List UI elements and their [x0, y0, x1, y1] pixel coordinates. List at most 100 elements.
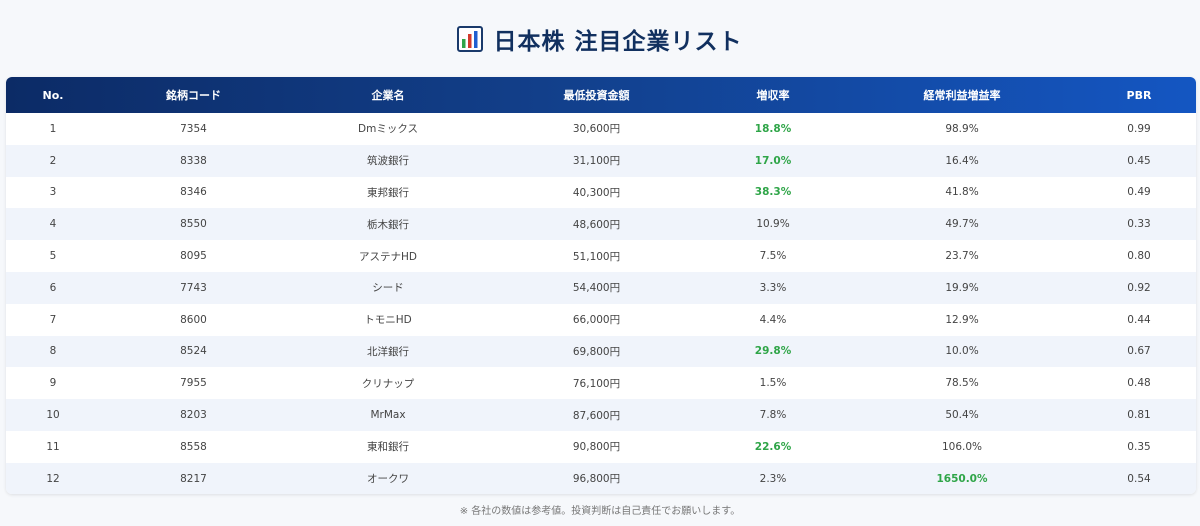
cell-code: 8550 [180, 218, 207, 231]
cell-no: 5 [49, 250, 57, 263]
header-code: 銘柄コード [166, 89, 221, 102]
cell-company: クリナップ [361, 377, 415, 390]
cell-code: 8217 [180, 472, 207, 485]
header-row: No. 銘柄コード 企業名 最低投資金額 増収率 経常利益増益率 PBR [6, 77, 1196, 113]
table-row: 4 8550 栃木銀行 48,600円 10.9% 49.7% 0.33 [6, 208, 1196, 241]
cell-pbr: 0.99 [1127, 122, 1151, 135]
header-no: No. [42, 88, 64, 102]
cell-min-invest: 90,800円 [572, 441, 621, 454]
cell-company: Dmミックス [358, 123, 418, 136]
cell-profit-growth: 12.9% [945, 313, 979, 326]
cell-company: 東邦銀行 [367, 186, 409, 199]
cell-pbr: 0.80 [1127, 250, 1151, 263]
cell-pbr: 0.45 [1127, 154, 1151, 167]
header-pbr: PBR [1126, 88, 1152, 102]
cell-no: 2 [49, 154, 57, 167]
cell-no: 9 [49, 377, 57, 390]
cell-profit-growth: 23.7% [945, 250, 979, 263]
cell-revenue-growth: 22.6% [754, 440, 792, 453]
cell-revenue-growth: 7.5% [759, 250, 787, 263]
cell-company: MrMax [370, 409, 406, 422]
table-row: 3 8346 東邦銀行 40,300円 38.3% 41.8% 0.49 [6, 176, 1196, 209]
cell-profit-growth: 49.7% [945, 218, 979, 231]
cell-profit-growth: 1650.0% [936, 472, 988, 485]
cell-no: 3 [49, 186, 57, 199]
cell-company: シード [372, 282, 404, 295]
cell-profit-growth: 19.9% [945, 281, 979, 294]
cell-no: 11 [46, 440, 60, 453]
header-min-invest: 最低投資金額 [563, 89, 630, 102]
cell-min-invest: 76,100円 [572, 377, 621, 390]
cell-pbr: 0.81 [1127, 409, 1151, 422]
cell-revenue-growth: 10.9% [756, 218, 790, 231]
table-row: 10 8203 MrMax 87,600円 7.8% 50.4% 0.81 [6, 399, 1196, 431]
cell-pbr: 0.67 [1127, 345, 1151, 358]
cell-code: 8600 [180, 313, 207, 326]
table-row: 9 7955 クリナップ 76,100円 1.5% 78.5% 0.48 [6, 367, 1196, 400]
cell-profit-growth: 41.8% [945, 186, 979, 199]
bar-chart-icon [457, 26, 484, 52]
cell-code: 7743 [180, 281, 207, 294]
table-row: 8 8524 北洋銀行 69,800円 29.8% 10.0% 0.67 [6, 335, 1196, 368]
table-row: 5 8095 アステナHD 51,100円 7.5% 23.7% 0.80 [6, 240, 1196, 272]
cell-min-invest: 96,800円 [572, 473, 621, 486]
cell-pbr: 0.44 [1127, 313, 1151, 326]
page-header: 日本株 注目企業リスト [0, 22, 1200, 56]
cell-min-invest: 31,100円 [572, 155, 621, 168]
cell-code: 8346 [180, 186, 207, 199]
cell-pbr: 0.49 [1127, 186, 1151, 199]
cell-min-invest: 54,400円 [572, 282, 621, 295]
table-header: No. 銘柄コード 企業名 最低投資金額 増収率 経常利益増益率 PBR [6, 77, 1196, 113]
cell-no: 10 [46, 409, 60, 422]
cell-min-invest: 30,600円 [572, 123, 621, 136]
cell-company: トモニHD [364, 314, 412, 327]
cell-code: 7955 [180, 377, 207, 390]
cell-pbr: 0.35 [1127, 440, 1151, 453]
cell-code: 8203 [180, 409, 207, 422]
header-company: 企業名 [371, 89, 405, 102]
footnote: ※ 各社の数値は参考値。投資判断は自己責任でお願いします。 [459, 506, 741, 517]
cell-min-invest: 48,600円 [572, 218, 621, 231]
cell-profit-growth: 78.5% [945, 377, 979, 390]
cell-revenue-growth: 1.5% [759, 377, 787, 390]
cell-revenue-growth: 29.8% [754, 345, 792, 358]
cell-code: 8095 [180, 250, 207, 263]
cell-min-invest: 69,800円 [572, 345, 621, 358]
cell-no: 4 [49, 218, 57, 231]
cell-profit-growth: 16.4% [945, 154, 979, 167]
cell-revenue-growth: 4.4% [759, 313, 787, 326]
cell-company: 筑波銀行 [367, 155, 409, 168]
cell-company: 東和銀行 [367, 441, 409, 454]
cell-company: オークワ [367, 473, 409, 486]
cell-pbr: 0.33 [1127, 218, 1151, 231]
table-row: 11 8558 東和銀行 90,800円 22.6% 106.0% 0.35 [6, 430, 1196, 463]
cell-company: 栃木銀行 [367, 218, 409, 231]
cell-code: 7354 [180, 122, 207, 135]
cell-profit-growth: 10.0% [945, 345, 979, 358]
stock-table: No. 銘柄コード 企業名 最低投資金額 増収率 経常利益増益率 PBR 1 73… [6, 77, 1196, 494]
cell-profit-growth: 50.4% [945, 409, 979, 422]
cell-min-invest: 87,600円 [572, 409, 621, 422]
cell-code: 8524 [180, 345, 207, 358]
cell-pbr: 0.92 [1127, 281, 1151, 294]
cell-profit-growth: 106.0% [941, 440, 983, 453]
stock-table-card: No. 銘柄コード 企業名 最低投資金額 増収率 経常利益増益率 PBR 1 73… [6, 77, 1196, 494]
header-revenue-growth: 増収率 [756, 89, 790, 102]
table-row: 1 7354 Dmミックス 30,600円 18.8% 98.9% 0.99 [6, 113, 1196, 145]
cell-min-invest: 51,100円 [572, 250, 621, 263]
cell-revenue-growth: 2.3% [759, 472, 787, 485]
cell-no: 8 [49, 345, 57, 358]
table-body: 1 7354 Dmミックス 30,600円 18.8% 98.9% 0.99 2 8338 筑波銀… [6, 113, 1196, 494]
table-row: 2 8338 筑波銀行 31,100円 17.0% 16.4% 0.45 [6, 144, 1196, 177]
cell-no: 12 [46, 472, 60, 485]
cell-company: アステナHD [359, 250, 417, 263]
table-row: 7 8600 トモニHD 66,000円 4.4% 12.9% 0.44 [6, 303, 1196, 336]
cell-no: 1 [49, 122, 57, 135]
cell-revenue-growth: 17.0% [754, 154, 792, 167]
cell-pbr: 0.54 [1127, 472, 1151, 485]
cell-company: 北洋銀行 [367, 345, 409, 358]
cell-code: 8338 [180, 154, 207, 167]
cell-code: 8558 [180, 440, 207, 453]
page-title: 日本株 注目企業リスト [493, 29, 743, 55]
cell-revenue-growth: 18.8% [754, 122, 792, 135]
